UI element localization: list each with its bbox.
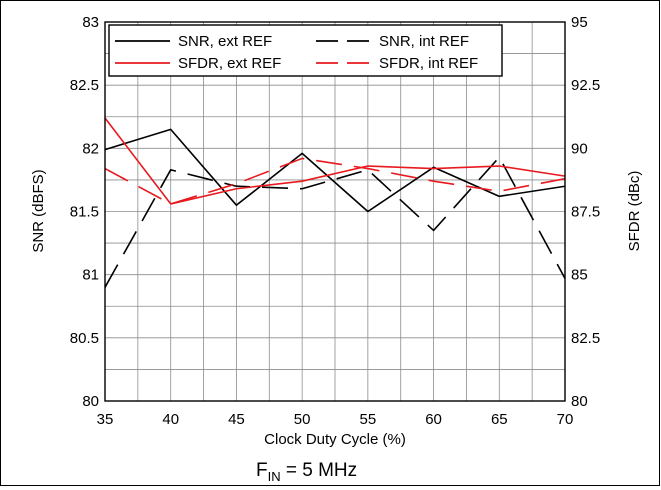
y-tick-label-right: 87.5 (571, 204, 600, 221)
x-axis-label: Clock Duty Cycle (%) (264, 431, 406, 448)
series-line-3 (104, 117, 566, 205)
x-ticks: 35 40 45 50 55 60 65 70 (97, 411, 574, 428)
legend: SNR, ext REF SNR, int REF SFDR, ext REF SFD… (108, 24, 503, 77)
y-tick-label-left: 81 (82, 267, 99, 284)
y-tick-label-left: 82 (82, 140, 99, 157)
caption: FIN = 5 MHz (256, 460, 357, 484)
y-tick-label-right: 85 (571, 267, 588, 284)
y-axis-label-left: SNR (dBFS) (30, 169, 47, 252)
legend-label-1: SNR, ext REF (178, 33, 272, 50)
series-layer (104, 117, 566, 288)
grid (104, 21, 566, 402)
x-tick-label: 60 (425, 411, 442, 428)
x-tick-label: 55 (360, 411, 377, 428)
series-line-1 (104, 128, 566, 213)
caption-main: F (256, 460, 268, 481)
y-axis-label-right: SFDR (dBc) (626, 171, 643, 252)
caption-rest: = 5 MHz (281, 460, 358, 481)
y-ticks-left: 80 80.5 81 81.5 82 82.5 83 (70, 14, 99, 410)
y-tick-label-right: 82.5 (571, 330, 600, 347)
y-tick-label-left: 80.5 (70, 330, 99, 347)
y-tick-label-right: 92.5 (571, 77, 600, 94)
y-ticks-right: 80 82.5 85 87.5 90 92.5 95 (571, 14, 600, 410)
x-tick-label: 50 (294, 411, 311, 428)
plot-border (104, 21, 566, 402)
legend-label-4: SFDR, int REF (379, 55, 478, 72)
x-tick-label: 40 (162, 411, 179, 428)
y-tick-label-left: 82.5 (70, 77, 99, 94)
y-tick-label-right: 80 (571, 393, 588, 410)
legend-label-3: SFDR, ext REF (178, 55, 281, 72)
y-tick-label-left: 80 (82, 393, 99, 410)
caption-subscript: IN (268, 469, 281, 484)
x-tick-label: 70 (557, 411, 574, 428)
y-tick-label-left: 83 (82, 14, 99, 31)
x-tick-label: 65 (491, 411, 508, 428)
series-line-2 (104, 156, 566, 288)
plot-area-border (104, 21, 566, 402)
x-tick-label: 45 (228, 411, 245, 428)
y-tick-label-right: 90 (571, 140, 588, 157)
series-line-4 (104, 157, 566, 205)
x-tick-label: 35 (97, 411, 114, 428)
y-tick-label-right: 95 (571, 14, 588, 31)
legend-box (108, 24, 503, 77)
y-tick-label-left: 81.5 (70, 204, 99, 221)
legend-label-2: SNR, int REF (379, 33, 469, 50)
